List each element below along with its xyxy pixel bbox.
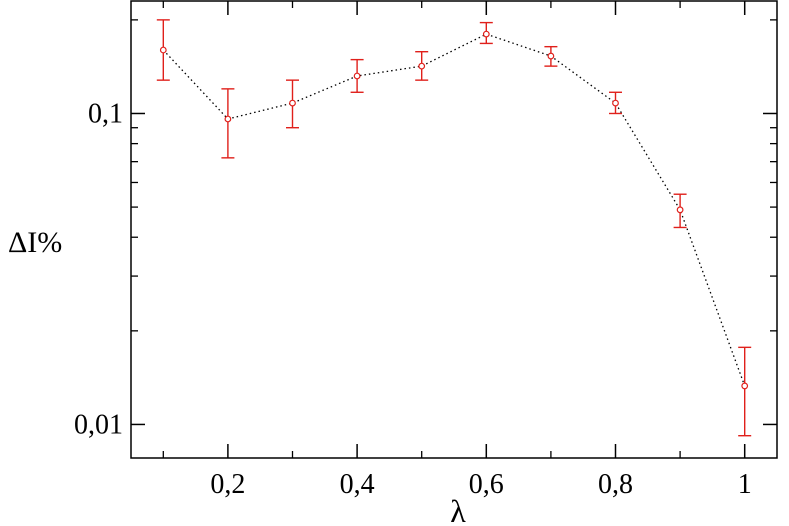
x-axis-label: λ — [450, 493, 466, 526]
data-point — [741, 382, 749, 390]
y-axis-label: ΔI% — [8, 226, 62, 259]
y-tick-label: 0,01 — [74, 409, 123, 440]
markers — [159, 30, 749, 390]
plot-frame — [130, 0, 778, 459]
data-point — [353, 72, 361, 80]
data-point — [547, 52, 555, 60]
series-line — [162, 33, 746, 387]
data-point — [418, 62, 426, 70]
data-point — [676, 206, 684, 214]
error-bars — [156, 19, 752, 437]
data-point — [289, 99, 296, 107]
tick-labels: 0,2 0,4 0,6 0,8 1 0,1 0,01 — [74, 98, 752, 500]
data-point — [159, 46, 167, 54]
x-tick-label: 1 — [738, 469, 752, 500]
x-tick-label: 0,4 — [340, 469, 375, 500]
y-tick-label: 0,1 — [88, 98, 123, 129]
ticks — [131, 1, 777, 458]
data-point — [224, 115, 232, 123]
data-point — [482, 30, 490, 38]
x-tick-label: 0,2 — [210, 469, 245, 500]
x-tick-label: 0,6 — [469, 469, 504, 500]
x-tick-label: 0,8 — [598, 469, 633, 500]
data-point — [612, 99, 619, 107]
